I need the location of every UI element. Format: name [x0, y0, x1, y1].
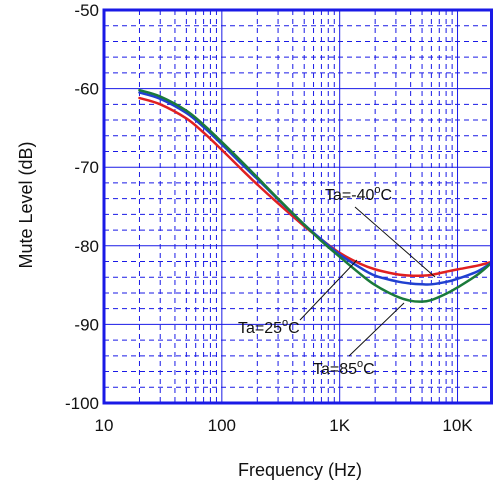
y-tick-labels: -50 -60 -70 -80 -90 -100	[65, 1, 99, 413]
x-axis-title: Frequency (Hz)	[238, 460, 362, 480]
annotation-text: Ta=-40	[325, 187, 374, 204]
series-line-0	[138, 96, 493, 278]
x-tick-label: 100	[208, 416, 236, 435]
x-tick-label: 1K	[329, 416, 350, 435]
annotation-degree-sup: o	[357, 358, 363, 370]
y-tick-label: -50	[74, 1, 99, 20]
annotation-text: Ta=25	[238, 320, 282, 337]
annotation-degree-sup: o	[374, 184, 380, 196]
grid	[103, 9, 493, 404]
annotation-leader-line	[354, 206, 436, 278]
annotation-label: Ta=25oC	[238, 317, 300, 337]
plot-frame	[102, 8, 493, 405]
x-tick-label: 10K	[442, 416, 473, 435]
y-tick-label: -80	[74, 237, 99, 256]
series-line-2	[138, 88, 493, 303]
series-lines	[138, 88, 493, 303]
y-tick-label: -60	[74, 80, 99, 99]
annotation-leader-line	[299, 259, 358, 321]
y-tick-label: -70	[74, 158, 99, 177]
y-tick-label: -100	[65, 394, 99, 413]
annotation-label: Ta=85oC	[313, 358, 375, 378]
annotation-label: Ta=-40oC	[325, 184, 392, 204]
x-tick-label: 10	[95, 416, 114, 435]
annotation-leader-line	[348, 302, 405, 357]
annotation-text: Ta=85	[313, 361, 357, 378]
annotation-suffix: C	[381, 187, 393, 204]
series-line-1	[138, 91, 493, 286]
y-tick-label: -90	[74, 315, 99, 334]
x-tick-labels: 10 100 1K 10K	[95, 416, 474, 435]
annotation-suffix: C	[363, 361, 375, 378]
annotation-suffix: C	[288, 320, 300, 337]
annotation-degree-sup: o	[282, 317, 288, 329]
y-axis-title: Mute Level (dB)	[16, 141, 36, 268]
